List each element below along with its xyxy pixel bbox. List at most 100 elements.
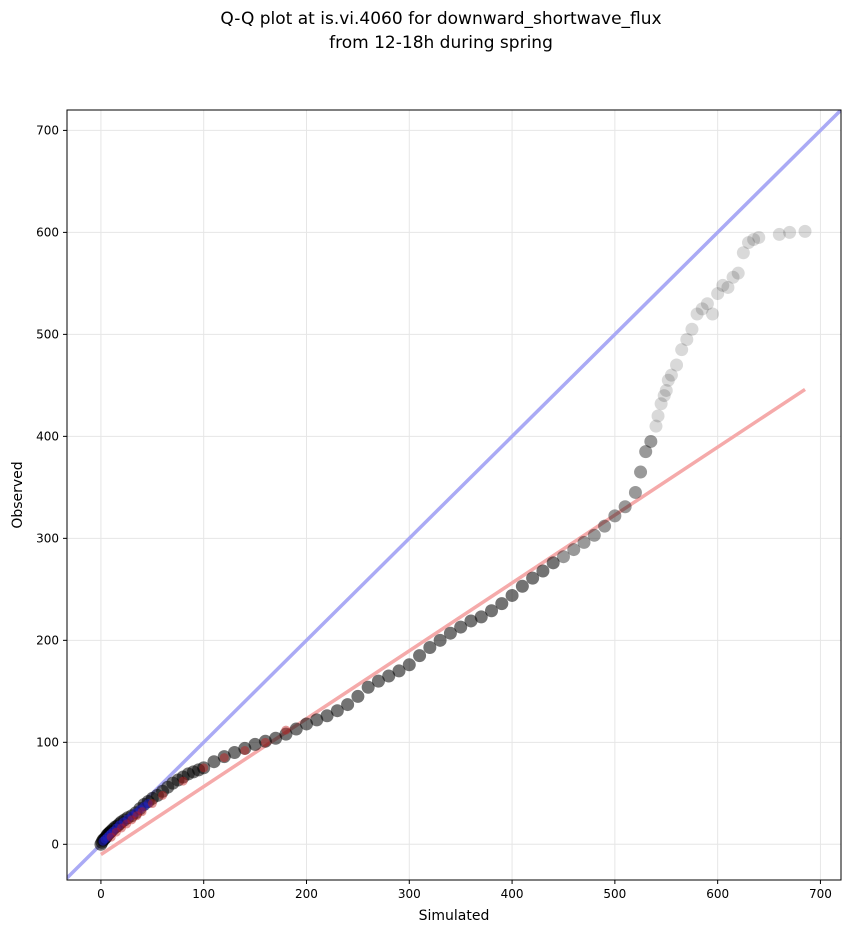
- qq-point: [618, 500, 632, 514]
- qq-point-red: [178, 776, 188, 786]
- x-axis-ticks: 0 100 200 300 400 500 600 700: [97, 880, 832, 901]
- qq-point: [659, 383, 673, 397]
- y-tick-label: 300: [36, 531, 59, 545]
- qq-point-red: [240, 745, 250, 755]
- plot-frame: [66, 109, 842, 881]
- chart-title-line-1: Q-Q plot at is.vi.4060 for downward_shor…: [220, 9, 661, 29]
- x-tick-label: 100: [192, 887, 215, 901]
- qq-point-red: [111, 827, 121, 837]
- qq-point: [361, 680, 375, 694]
- qq-point: [731, 266, 745, 280]
- qq-point-blue: [143, 799, 153, 809]
- qq-point: [505, 588, 519, 602]
- qq-point-red: [199, 763, 209, 773]
- qq-point: [651, 409, 665, 423]
- qq-point: [661, 373, 675, 387]
- qq-point: [289, 722, 303, 736]
- x-tick-label: 500: [603, 887, 626, 901]
- y-tick-label: 500: [36, 327, 59, 341]
- reference-lines: [67, 110, 841, 880]
- qq-point: [443, 626, 457, 640]
- fit-line: [99, 387, 806, 856]
- qq-point: [700, 297, 714, 311]
- qq-point: [649, 419, 663, 433]
- x-tick-label: 200: [295, 887, 318, 901]
- qq-point-red: [158, 790, 168, 800]
- qq-point: [680, 332, 694, 346]
- qq-point-red: [219, 753, 229, 763]
- x-tick-label: 400: [501, 887, 524, 901]
- x-tick-label: 600: [706, 887, 729, 901]
- qq-point-red: [122, 819, 132, 829]
- x-tick-label: 700: [809, 887, 832, 901]
- qq-point: [654, 397, 668, 411]
- qq-point: [423, 640, 437, 654]
- qq-point: [217, 750, 231, 764]
- qq-point: [433, 633, 447, 647]
- qq-point: [258, 734, 272, 748]
- qq-point-red: [260, 737, 270, 747]
- qq-point: [556, 550, 570, 564]
- x-tick-label: 0: [97, 887, 105, 901]
- chart-title-line-2: from 12-18h during spring: [329, 33, 553, 53]
- qq-point: [392, 664, 406, 678]
- y-axis-ticks: 0 100 200 300 400 500 600 700: [36, 123, 67, 851]
- qq-point: [670, 358, 684, 372]
- qq-point: [526, 571, 540, 585]
- qq-point: [706, 307, 720, 321]
- qq-point: [228, 746, 242, 760]
- qq-point: [752, 230, 766, 244]
- qq-point: [371, 674, 385, 688]
- qq-point: [279, 727, 293, 741]
- qq-point-red: [106, 832, 116, 842]
- qq-point: [495, 597, 509, 611]
- qq-point: [695, 302, 709, 316]
- x-axis-label: Simulated: [419, 908, 490, 924]
- qq-point: [798, 224, 812, 238]
- qq-point-red: [127, 815, 137, 825]
- qq-point: [546, 556, 560, 570]
- qq-point-red: [281, 725, 291, 735]
- qq-point-red: [137, 807, 147, 817]
- qq-point: [330, 704, 344, 718]
- qq-point: [577, 535, 591, 549]
- qq-point: [783, 225, 797, 239]
- qq-point: [716, 278, 730, 292]
- qq-point: [567, 543, 581, 557]
- qq-point: [664, 368, 678, 382]
- qq-point: [736, 246, 750, 260]
- qq-point: [634, 465, 648, 479]
- qq-point: [628, 485, 642, 499]
- qq-point: [639, 445, 653, 459]
- qq-point: [474, 610, 488, 624]
- qq-point: [608, 509, 622, 523]
- qq-point: [726, 270, 740, 284]
- qq-point: [351, 689, 365, 703]
- y-tick-label: 0: [51, 837, 59, 851]
- qq-point: [536, 564, 550, 578]
- qq-point: [413, 649, 427, 663]
- qq-point: [485, 604, 499, 618]
- qq-point: [598, 519, 612, 533]
- y-tick-label: 100: [36, 735, 59, 749]
- qq-point: [464, 614, 478, 628]
- qq-point: [207, 755, 221, 769]
- y-tick-label: 600: [36, 225, 59, 239]
- qq-point: [248, 737, 262, 751]
- qq-point: [675, 343, 689, 357]
- qq-point: [299, 717, 313, 731]
- identity-reference-line: [67, 110, 841, 880]
- y-axis-label: Observed: [10, 461, 26, 528]
- data-points: [94, 224, 812, 851]
- qq-point: [685, 322, 699, 336]
- qq-point: [402, 658, 416, 672]
- qq-point: [238, 741, 252, 755]
- qq-point-red: [116, 823, 126, 833]
- qq-point: [341, 698, 355, 712]
- x-tick-label: 300: [398, 887, 421, 901]
- qq-point: [747, 233, 761, 247]
- qq-point: [721, 280, 735, 294]
- grid-lines: [67, 110, 841, 880]
- y-tick-label: 200: [36, 633, 59, 647]
- qq-point: [269, 731, 283, 745]
